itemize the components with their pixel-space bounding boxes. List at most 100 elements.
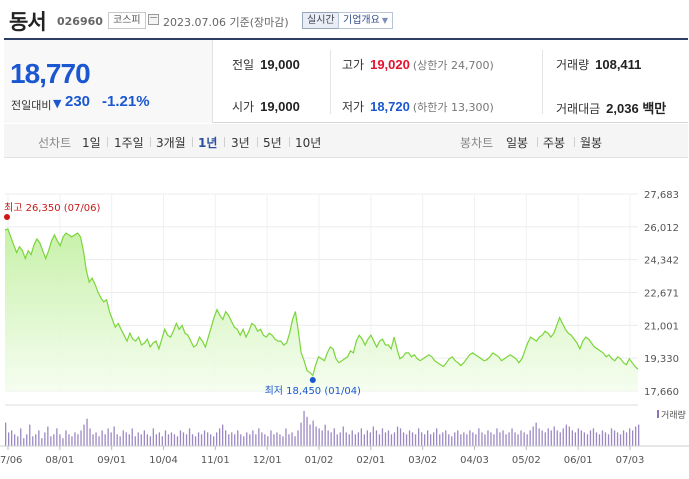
stock-header: 동서 026960 코스피 2023.07.06 기준(장마감) 실시간 기업개… xyxy=(0,0,689,38)
volume-bar xyxy=(161,436,163,447)
volume-bar xyxy=(8,432,10,446)
volume-bar xyxy=(442,432,444,446)
volume-bar xyxy=(408,430,411,446)
volume-bar xyxy=(604,432,607,446)
volume-bar xyxy=(252,430,254,446)
volume-bar xyxy=(632,430,634,446)
volume-bar xyxy=(505,434,507,446)
volume-bar xyxy=(532,426,534,446)
divider xyxy=(330,50,331,114)
tab-monthly[interactable]: 월봉 xyxy=(580,136,603,150)
volume-bar xyxy=(405,434,408,446)
y-tick-label: 27,683 xyxy=(644,190,679,201)
volume-bar xyxy=(276,432,278,446)
market-badge: 코스피 xyxy=(108,12,146,29)
volume-bar xyxy=(167,434,170,446)
volume-bar xyxy=(297,430,299,446)
volume-bar xyxy=(574,432,576,446)
volume-bar xyxy=(164,430,167,446)
volume-bar xyxy=(499,432,501,446)
volume-bar xyxy=(32,436,34,447)
company-overview-dropdown[interactable]: 기업개요 ▼ xyxy=(338,12,393,29)
volume-bar xyxy=(411,432,414,446)
volume-bar xyxy=(381,428,384,446)
prev-close-value: 19,000 xyxy=(260,57,300,72)
volume-bar xyxy=(339,432,341,446)
volume-bar xyxy=(261,432,263,446)
tab-divider xyxy=(107,137,108,147)
tab-3m[interactable]: 3개월 xyxy=(156,136,186,150)
realtime-button[interactable]: 실시간 xyxy=(302,12,340,29)
volume-bar xyxy=(95,432,97,446)
volume-bar xyxy=(496,428,498,446)
tab-1d[interactable]: 1일 xyxy=(82,136,101,150)
prev-close-label: 전일 xyxy=(232,58,255,72)
chart-period-tabs: 선차트 1일 1주일 3개월 1년 3년 5년 10년 봉차트 일봉 주봉 월봉 xyxy=(4,124,688,158)
volume-bar xyxy=(607,434,610,446)
tab-1w[interactable]: 1주일 xyxy=(114,136,144,150)
volume-bar xyxy=(309,424,311,447)
tab-daily[interactable]: 일봉 xyxy=(506,136,529,150)
volume-bar xyxy=(580,430,582,446)
volume-bar xyxy=(291,432,293,446)
volume-bar xyxy=(556,430,558,446)
volume-bar xyxy=(583,432,585,446)
open-value: 19,000 xyxy=(260,99,300,114)
tab-5y[interactable]: 5년 xyxy=(263,136,282,150)
volume-bar xyxy=(366,430,368,446)
price-chart[interactable]: 27,683 26,012 24,342 22,671 21,001 19,330 17,6… xyxy=(0,160,689,479)
volume-bar xyxy=(430,434,432,446)
volume-bar xyxy=(303,410,305,446)
volume-label: 거래량 xyxy=(556,58,590,72)
volume-bar xyxy=(273,434,275,446)
volume-bar xyxy=(285,428,287,446)
volume-bar xyxy=(282,436,284,447)
volume-bar xyxy=(80,430,82,446)
x-tick-label: 04/03 xyxy=(460,455,489,466)
volume-bar xyxy=(270,430,272,446)
tab-weekly[interactable]: 주봉 xyxy=(543,136,566,150)
volume-bar xyxy=(514,432,516,446)
volume-bar xyxy=(47,426,49,446)
volume-bar xyxy=(50,436,52,447)
volume-bar xyxy=(210,434,212,446)
volume-bar xyxy=(384,432,387,446)
volume-bar xyxy=(219,428,221,446)
volume-bar xyxy=(53,434,55,446)
candle-chart-heading: 봉차트 xyxy=(460,136,494,150)
change-percent: -1.21% xyxy=(102,93,150,110)
volume-bar xyxy=(523,432,525,446)
volume-bar xyxy=(625,432,628,446)
volume-bar xyxy=(200,434,203,446)
x-tick-label: 02/01 xyxy=(356,455,385,466)
volume-bar xyxy=(399,428,402,446)
volume-bar xyxy=(35,434,37,446)
tab-3y[interactable]: 3년 xyxy=(231,136,250,150)
volume-bar xyxy=(445,430,447,446)
volume-bar xyxy=(330,432,332,446)
volume-bar xyxy=(300,422,302,446)
volume-bar xyxy=(635,426,637,446)
down-arrow-icon: ▼ xyxy=(53,97,62,110)
volume-bar xyxy=(324,424,326,447)
tab-1y[interactable]: 1년 xyxy=(198,136,218,150)
tab-10y[interactable]: 10년 xyxy=(295,136,322,150)
volume-bar xyxy=(83,424,85,447)
volume-bar xyxy=(568,426,570,446)
volume-bar xyxy=(203,430,206,446)
volume-legend-swatch xyxy=(657,410,659,418)
volume-bar xyxy=(451,436,453,447)
volume-bar xyxy=(610,428,613,446)
current-price: 18,770 xyxy=(10,58,91,89)
volume-bar xyxy=(246,432,248,446)
volume-bar xyxy=(258,428,260,446)
volume-bar xyxy=(565,424,567,447)
volume-bar xyxy=(237,430,239,446)
volume-bar xyxy=(550,430,552,446)
tab-divider xyxy=(257,137,258,147)
volume-bar xyxy=(466,434,468,446)
volume-bar xyxy=(424,434,426,446)
volume-bar xyxy=(110,432,112,446)
volume-bar xyxy=(225,430,227,446)
volume-bar xyxy=(502,430,504,446)
